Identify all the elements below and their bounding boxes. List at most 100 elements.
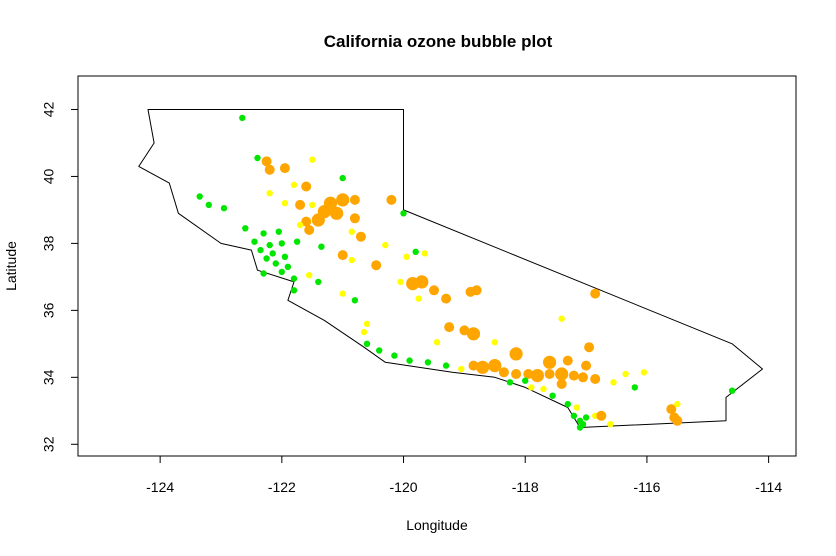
ozone-point xyxy=(476,360,490,374)
x-tick-label: -116 xyxy=(633,479,660,495)
ozone-point xyxy=(371,260,382,271)
ozone-point xyxy=(412,248,419,255)
ozone-point xyxy=(544,369,555,379)
ozone-point xyxy=(631,384,638,391)
ozone-point xyxy=(339,174,346,182)
ozone-point xyxy=(674,400,681,408)
ozone-point xyxy=(284,263,292,270)
ozone-point xyxy=(337,250,348,261)
ozone-point xyxy=(549,392,556,399)
x-axis-label: Longitude xyxy=(406,517,468,533)
ozone-point xyxy=(540,385,547,393)
ozone-point xyxy=(429,285,439,296)
ozone-point xyxy=(471,285,482,296)
ozone-point xyxy=(442,362,450,369)
ozone-point xyxy=(295,199,306,210)
ozone-point xyxy=(382,241,389,249)
ozone-point xyxy=(257,246,264,254)
ozone-point xyxy=(459,325,470,336)
y-tick-label: 34 xyxy=(41,369,57,385)
ozone-point xyxy=(336,193,350,207)
ozone-point xyxy=(491,339,498,346)
y-axis: 32 34 36 38 40 42 xyxy=(41,101,78,452)
ozone-point xyxy=(530,369,545,383)
ozone-point xyxy=(264,164,275,175)
california-map xyxy=(138,109,763,428)
ozone-point xyxy=(607,421,614,428)
ozone-point xyxy=(293,238,301,245)
ozone-point xyxy=(281,200,289,207)
ozone-point xyxy=(301,181,312,192)
ozone-point xyxy=(415,295,422,302)
ozone-point xyxy=(596,410,607,421)
ozone-point xyxy=(272,260,279,267)
ozone-point xyxy=(261,156,272,167)
ozone-point xyxy=(640,369,648,376)
ozone-point xyxy=(573,404,581,411)
ozone-point xyxy=(406,357,413,364)
ozone-point xyxy=(498,367,509,378)
ozone-point xyxy=(397,278,404,286)
ozone-point xyxy=(590,374,601,384)
ozone-point xyxy=(511,369,522,379)
ozone-point xyxy=(315,278,322,286)
ozone-points xyxy=(196,114,736,431)
y-tick-label: 38 xyxy=(41,235,57,251)
x-axis: -124 -122 -120 -118 -116 -114 xyxy=(146,456,782,495)
ozone-point xyxy=(433,339,441,346)
ozone-point xyxy=(581,360,592,371)
ozone-point xyxy=(304,225,315,235)
x-tick-label: -124 xyxy=(146,479,174,495)
ozone-point xyxy=(278,268,285,276)
ozone-point xyxy=(260,270,267,277)
ozone-point xyxy=(391,352,398,359)
ozone-point xyxy=(488,359,502,373)
ozone-point xyxy=(290,181,298,188)
ozone-point xyxy=(296,221,304,229)
ozone-point xyxy=(301,216,312,227)
ozone-point xyxy=(555,367,569,381)
ozone-point xyxy=(400,210,407,217)
ozone-point xyxy=(582,414,590,421)
ozone-point xyxy=(269,250,276,257)
ozone-point xyxy=(266,241,273,249)
ozone-point xyxy=(403,253,410,260)
ozone-point xyxy=(568,370,579,381)
ozone-point xyxy=(348,228,355,235)
ozone-point xyxy=(562,355,573,366)
ozone-point xyxy=(590,288,601,299)
ozone-point xyxy=(424,359,432,366)
ozone-point xyxy=(543,355,557,369)
ozone-point xyxy=(528,384,535,391)
ozone-point xyxy=(363,340,371,347)
ozone-point xyxy=(290,275,298,282)
ozone-point xyxy=(279,163,290,174)
ozone-point xyxy=(728,387,736,394)
ozone-point xyxy=(278,240,285,247)
ozone-point xyxy=(523,369,534,379)
ozone-point xyxy=(584,342,595,353)
ozone-point xyxy=(355,231,366,242)
ozone-point xyxy=(509,347,523,361)
ozone-point xyxy=(386,194,397,205)
ozone-point xyxy=(339,290,346,297)
ozone-point xyxy=(458,365,465,373)
ozone-point xyxy=(275,228,282,235)
ozone-point xyxy=(239,114,246,122)
ozone-point xyxy=(444,322,455,333)
ozone-point xyxy=(309,156,316,163)
x-tick-label: -122 xyxy=(268,479,296,495)
y-tick-label: 36 xyxy=(41,302,57,318)
ozone-point xyxy=(263,255,270,262)
ozone-point xyxy=(576,424,584,431)
ozone-point xyxy=(522,377,529,384)
plot-frame xyxy=(77,75,797,457)
y-axis-label: Latitude xyxy=(3,241,19,291)
ozone-point xyxy=(468,360,479,371)
state-outline xyxy=(138,109,763,428)
ozone-point xyxy=(266,190,273,197)
ozone-point xyxy=(441,293,452,304)
ozone-point xyxy=(281,253,289,260)
y-tick-label: 40 xyxy=(41,168,57,184)
ozone-point xyxy=(309,201,316,209)
